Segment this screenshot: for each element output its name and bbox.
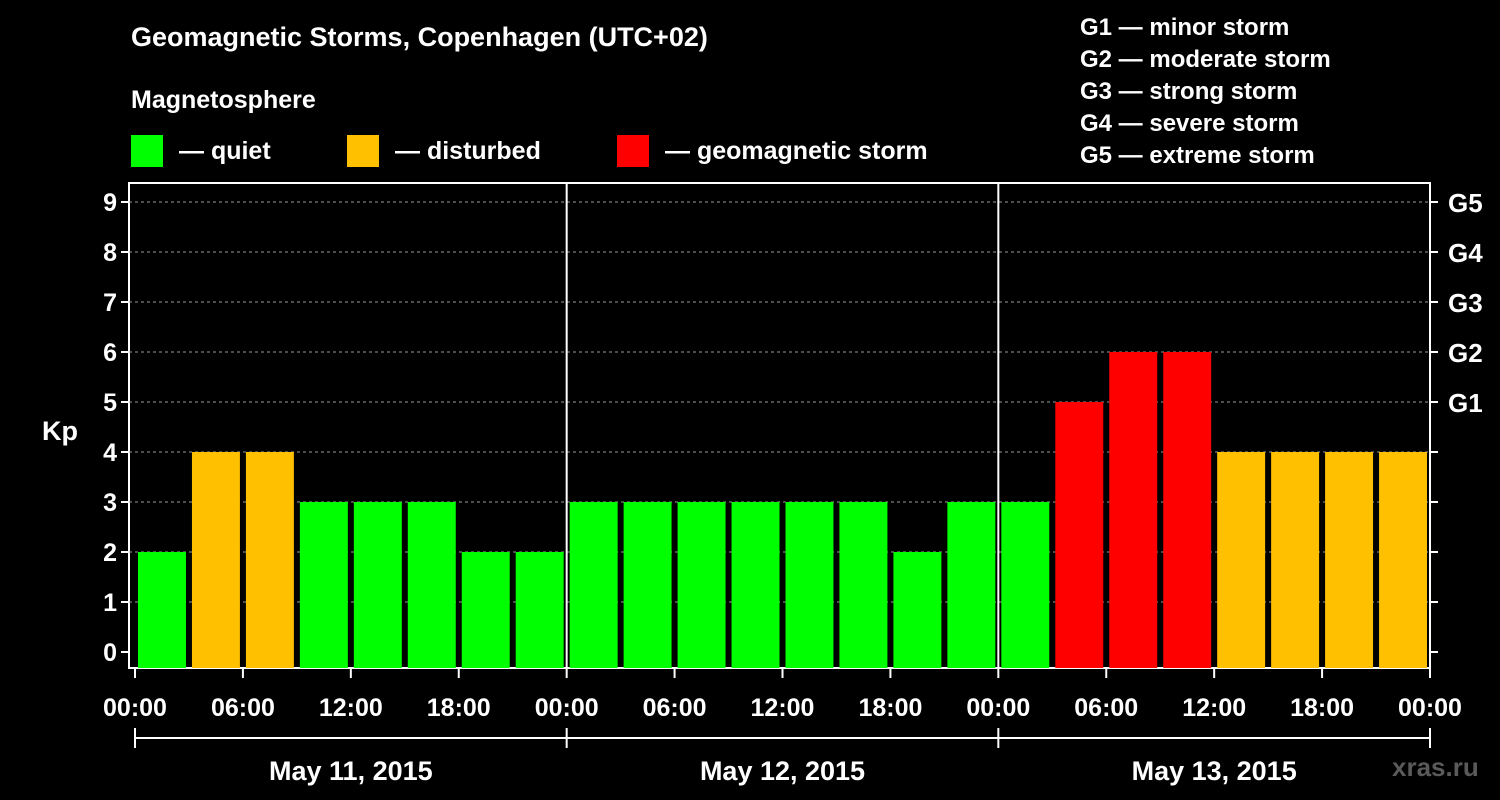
kp-bar <box>893 552 942 668</box>
x-tick-label: 00:00 <box>966 694 1030 722</box>
legend-heading: Magnetosphere <box>131 86 316 114</box>
legend-storm-label: — geomagnetic storm <box>665 136 928 165</box>
y-tick-label: 3 <box>103 489 117 517</box>
g-scale-label: G3 <box>1448 288 1483 318</box>
storm-scale-g5: G5 — extreme storm <box>1080 142 1315 169</box>
x-tick-label: 12:00 <box>1182 694 1246 722</box>
y-tick-label: 6 <box>103 339 117 367</box>
kp-bar <box>353 502 402 668</box>
y-tick-label: 2 <box>103 539 117 567</box>
legend-disturbed: — disturbed <box>347 134 541 168</box>
g-scale-label: G5 <box>1448 188 1483 218</box>
g-scale-label: G1 <box>1448 388 1483 418</box>
watermark: xras.ru <box>1392 752 1479 782</box>
legend-storm: — geomagnetic storm <box>617 134 928 168</box>
x-tick-label: 06:00 <box>1074 694 1138 722</box>
chart-title: Geomagnetic Storms, Copenhagen (UTC+02) <box>131 22 708 52</box>
storm-scale-g2: G2 — moderate storm <box>1080 46 1331 73</box>
y-axis-label: Kp <box>42 416 78 446</box>
x-tick-label: 12:00 <box>751 694 815 722</box>
storm-scale-g1: G1 — minor storm <box>1080 14 1290 41</box>
day-label: May 12, 2015 <box>700 756 865 786</box>
kp-bar <box>1163 352 1212 668</box>
kp-bar <box>785 502 834 668</box>
y-tick-label: 5 <box>103 389 117 417</box>
y-tick-label: 1 <box>103 589 117 617</box>
kp-bar <box>245 452 294 668</box>
kp-bar <box>731 502 780 668</box>
day-label: May 11, 2015 <box>269 756 433 786</box>
kp-bar <box>1001 502 1050 668</box>
kp-bar <box>138 552 186 668</box>
kp-bar <box>1055 402 1104 668</box>
kp-bar <box>569 502 618 668</box>
day-label: May 13, 2015 <box>1132 756 1297 786</box>
kp-bar <box>191 452 240 668</box>
g-scale-label: G4 <box>1448 238 1483 268</box>
kp-bar <box>839 502 888 668</box>
legend-quiet-label: — quiet <box>179 136 271 165</box>
x-tick-label: 18:00 <box>427 694 491 722</box>
kp-bar <box>1379 452 1427 668</box>
x-tick-label: 12:00 <box>319 694 383 722</box>
kp-bar <box>1325 452 1374 668</box>
kp-bar <box>623 502 672 668</box>
y-tick-label: 7 <box>103 289 117 317</box>
kp-bar <box>461 552 510 668</box>
x-tick-label: 00:00 <box>103 694 167 722</box>
x-tick-label: 18:00 <box>1290 694 1354 722</box>
x-tick-label: 06:00 <box>643 694 707 722</box>
legend-disturbed-label: — disturbed <box>395 136 541 165</box>
x-tick-label: 06:00 <box>211 694 275 722</box>
x-tick-label: 18:00 <box>858 694 922 722</box>
g-scale-label: G2 <box>1448 338 1483 368</box>
x-tick-label: 00:00 <box>1398 694 1462 722</box>
y-tick-label: 4 <box>103 439 117 467</box>
y-tick-label: 0 <box>103 639 117 667</box>
kp-bar <box>1217 452 1266 668</box>
storm-scale-g3: G3 — strong storm <box>1080 78 1298 105</box>
legend-quiet-swatch <box>131 135 163 167</box>
kp-bar <box>299 502 348 668</box>
kp-bar <box>407 502 456 668</box>
kp-bar <box>947 502 996 668</box>
kp-bar <box>1109 352 1158 668</box>
legend-storm-swatch <box>617 135 649 167</box>
y-tick-label: 9 <box>103 189 117 217</box>
kp-bar <box>515 552 564 668</box>
kp-bar <box>677 502 726 668</box>
kp-bar <box>1271 452 1320 668</box>
storm-scale-g4: G4 — severe storm <box>1080 110 1299 137</box>
storm-scale-list: G1 — minor storm G2 — moderate storm G3 … <box>1080 12 1331 172</box>
x-tick-label: 00:00 <box>535 694 599 722</box>
legend-quiet: — quiet <box>131 134 271 168</box>
legend-disturbed-swatch <box>347 135 379 167</box>
y-tick-label: 8 <box>103 239 117 267</box>
